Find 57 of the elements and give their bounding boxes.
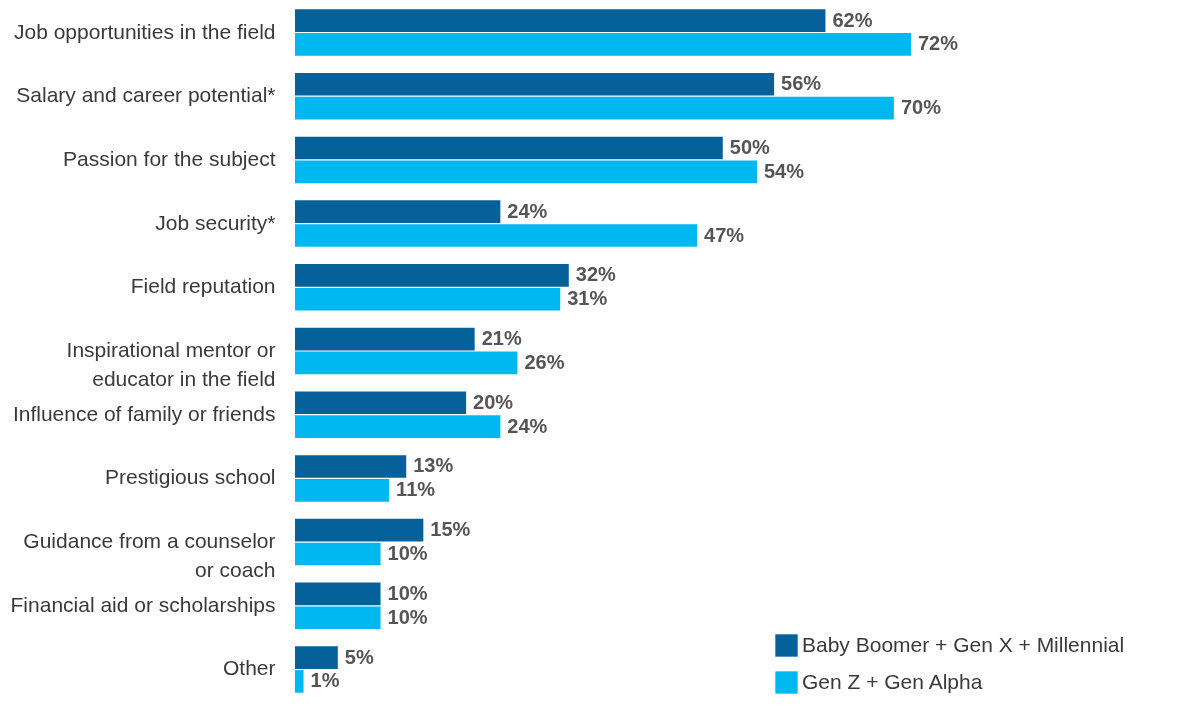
data-label: 32% [575,263,617,286]
bar [295,33,911,56]
data-label: 72% [918,32,959,55]
bar [295,351,518,375]
bar [295,518,424,542]
bar [295,200,501,224]
bar [295,287,561,311]
bar [295,478,390,502]
y-tick-label: Financial aid or scholarships [10,592,276,616]
y-tick-label: Other [222,656,276,680]
data-label: 13% [413,454,454,477]
bar [295,455,407,478]
y-tick-label: Passion for the subject [63,146,276,170]
legend-label: Baby Boomer + Gen X + Millennial [802,632,1125,656]
data-label: 70% [900,96,942,119]
y-tick-label: Job security* [155,210,276,234]
bar [295,160,757,184]
data-label: 26% [524,350,565,373]
data-label: 10% [387,605,428,628]
bar [295,542,381,566]
data-label: 56% [781,72,822,95]
bar [295,646,338,669]
y-tick-label: Field reputation [130,274,276,298]
y-tick-label: Salary and career potential* [16,83,276,107]
bar [295,327,475,351]
bar [295,96,894,120]
data-label: 24% [507,199,548,222]
bar [295,582,381,606]
y-tick-label: Prestigious school [105,465,276,489]
y-tick-label: Influence of family or friends [12,401,276,425]
data-label: 50% [729,135,771,158]
y-tick-label: Job opportunities in the field [13,19,276,43]
data-label: 24% [507,414,548,437]
data-label: 54% [764,159,805,182]
bar [295,136,723,160]
data-label: 1% [310,669,340,692]
bar [295,72,775,96]
data-label: 31% [567,287,608,310]
y-tick-label: Inspirational mentor or educator in the field [66,338,276,390]
bar [295,224,698,247]
data-label: 10% [387,542,428,565]
data-label: 11% [396,478,436,501]
data-label: 47% [704,223,745,246]
bar [295,606,381,630]
data-label: 21% [481,327,522,350]
bar [295,391,467,415]
bar [295,415,501,438]
bar [295,670,304,693]
bar [295,264,569,287]
data-label: 5% [344,645,374,668]
data-label: 10% [387,581,428,604]
legend-label: Gen Z + Gen Alpha [802,669,983,693]
data-label: 15% [430,518,471,541]
y-tick-label: Guidance from a counselor or coach [23,529,276,582]
data-label: 62% [832,8,873,31]
data-label: 20% [473,390,514,413]
bar [295,9,826,32]
